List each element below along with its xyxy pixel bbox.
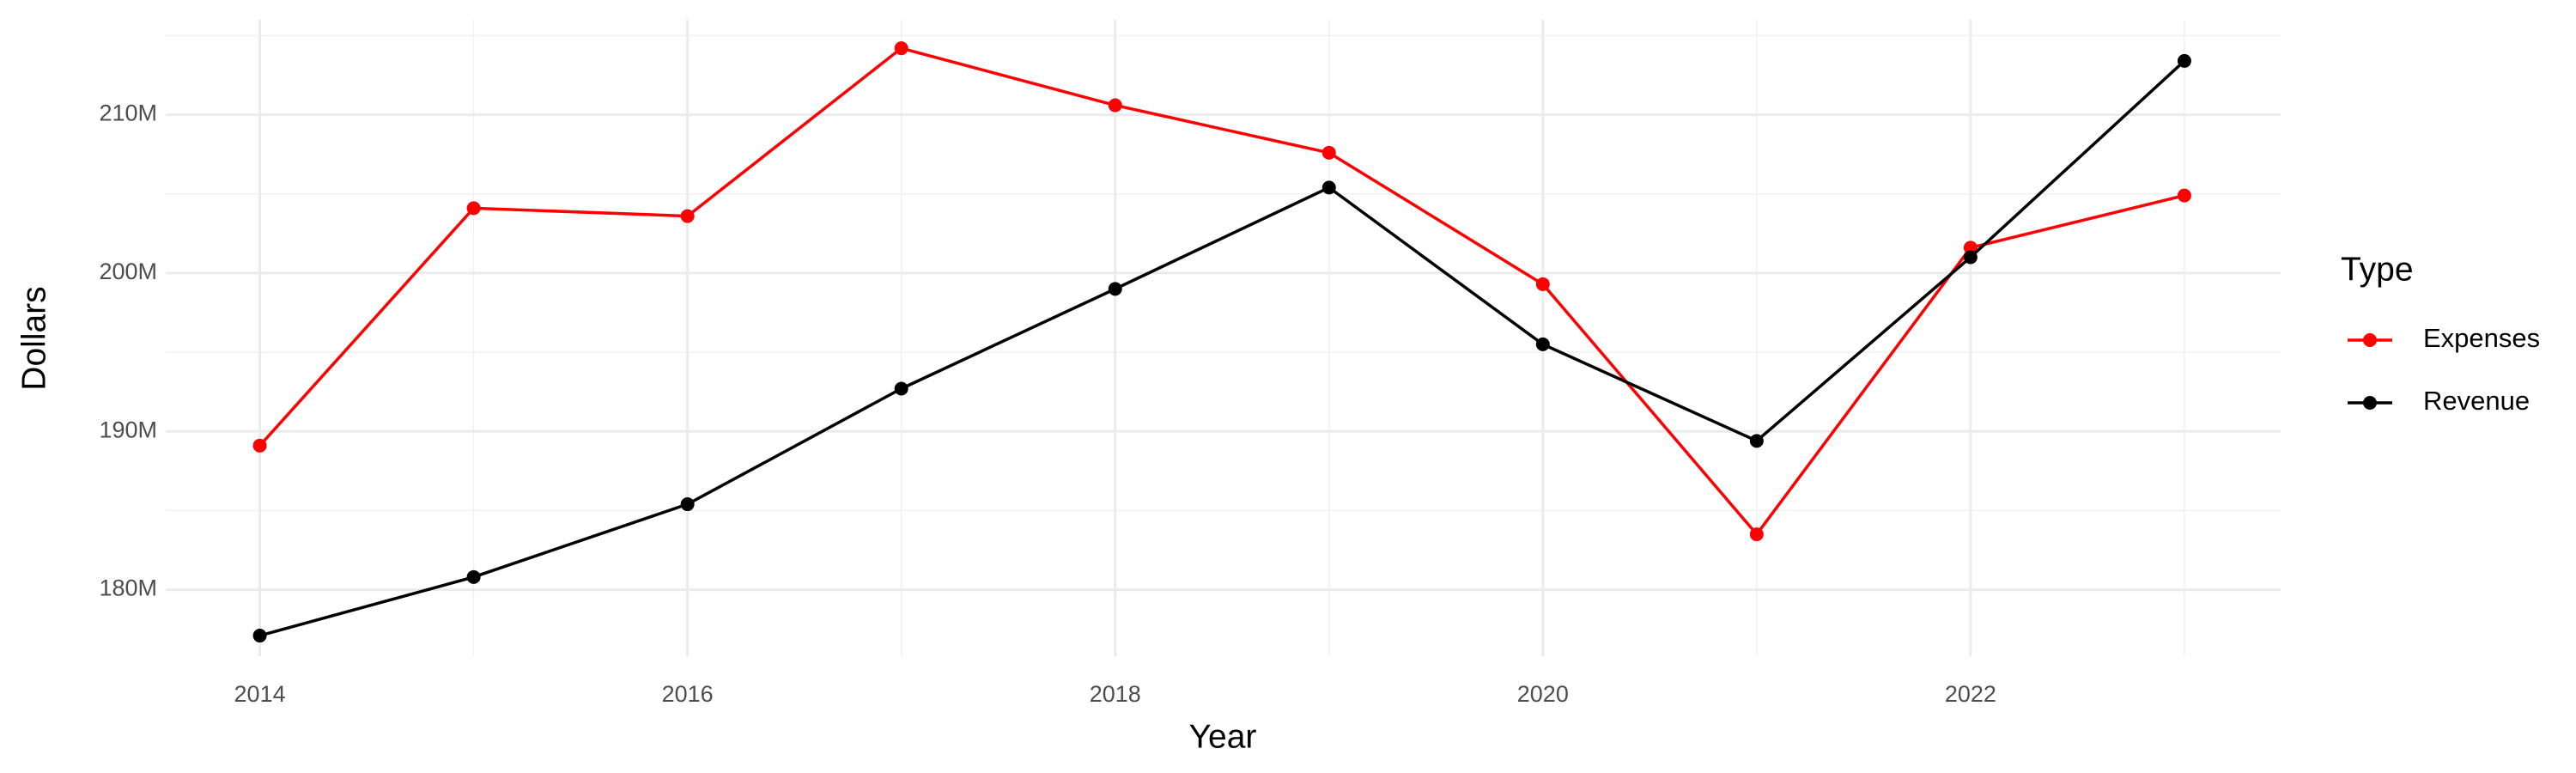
- x-axis-title: Year: [1189, 718, 1257, 755]
- data-point: [680, 497, 695, 512]
- data-point: [252, 438, 267, 453]
- y-tick-label: 210M: [99, 100, 157, 126]
- data-point: [2177, 188, 2191, 203]
- y-tick-label: 190M: [99, 417, 157, 442]
- data-point: [466, 569, 481, 584]
- legend-marker: [2363, 333, 2377, 347]
- x-tick-label: 2022: [1945, 681, 1996, 707]
- legend-label: Revenue: [2423, 386, 2530, 416]
- data-point: [466, 201, 481, 216]
- data-point: [1321, 145, 1336, 160]
- y-tick-label: 180M: [99, 575, 157, 601]
- data-point: [680, 209, 695, 223]
- data-point: [894, 41, 908, 56]
- legend-marker: [2363, 396, 2377, 410]
- y-tick-label: 200M: [99, 259, 157, 284]
- data-point: [1749, 434, 1764, 448]
- x-tick-label: 2014: [234, 681, 286, 707]
- x-tick-label: 2016: [662, 681, 714, 707]
- y-axis-title: Dollars: [15, 286, 52, 390]
- data-point: [1535, 277, 1550, 291]
- data-point: [1108, 282, 1122, 296]
- data-point: [1963, 240, 1978, 255]
- data-point: [1749, 527, 1764, 542]
- series-line: [259, 59, 2186, 637]
- data-point: [252, 629, 267, 643]
- data-point: [1108, 98, 1122, 113]
- data-point: [2177, 53, 2191, 68]
- data-point: [894, 381, 908, 396]
- data-point: [1321, 180, 1336, 195]
- x-tick-label: 2018: [1090, 681, 1141, 707]
- legend-title: Type: [2341, 251, 2414, 288]
- data-point: [1963, 250, 1978, 265]
- data-point: [1535, 337, 1550, 351]
- legend-label: Expenses: [2423, 323, 2540, 353]
- series-line: [258, 46, 2185, 537]
- x-tick-label: 2020: [1517, 681, 1569, 707]
